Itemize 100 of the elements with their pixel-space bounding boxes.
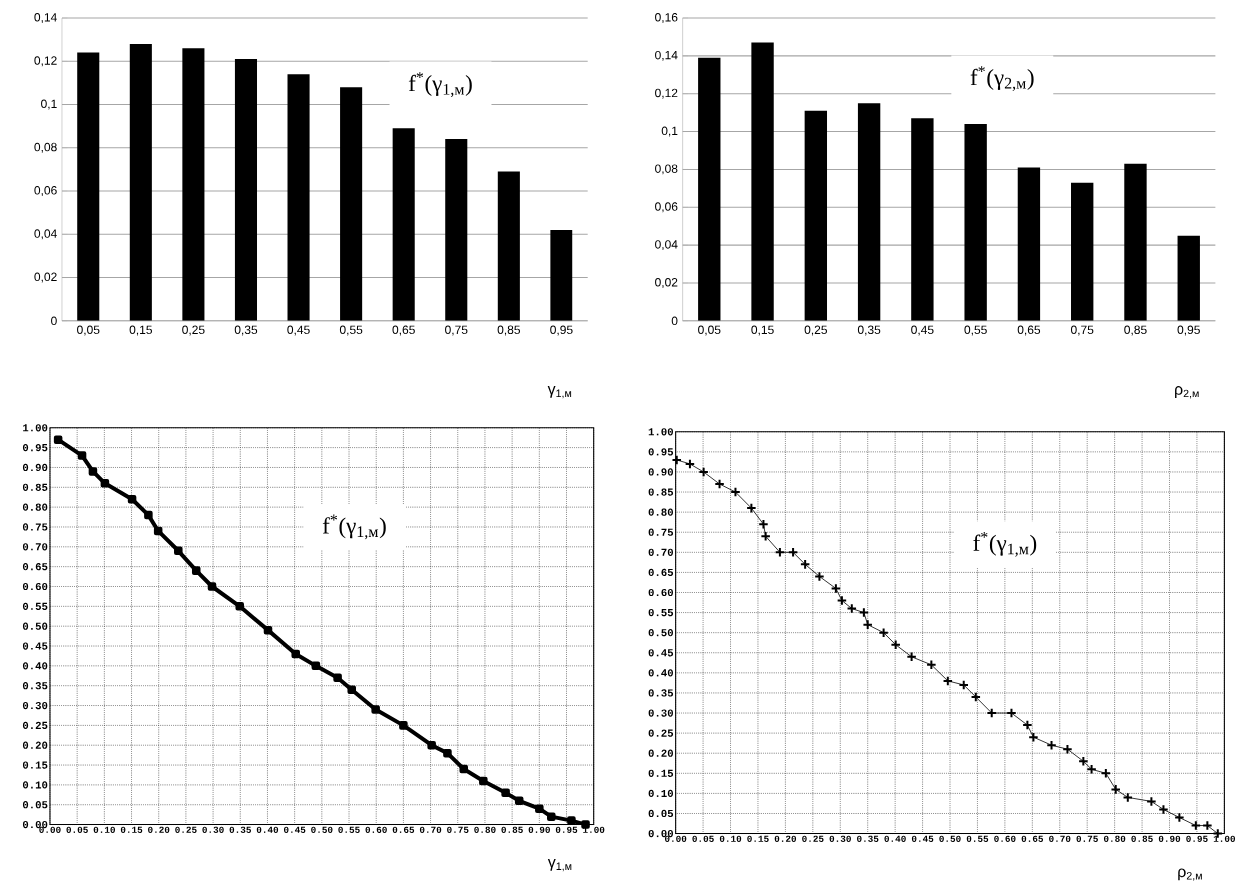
point <box>174 546 183 555</box>
y-tick-label: 0,1 <box>661 126 678 137</box>
bar <box>911 118 934 321</box>
bar <box>1017 167 1041 321</box>
x-tick-label: 0.10 <box>719 835 742 842</box>
y-tick-label: 0,1 <box>41 99 57 110</box>
x-tick-label: 0,55 <box>964 325 987 336</box>
point <box>311 661 321 671</box>
bar <box>1177 235 1200 321</box>
point <box>862 619 873 630</box>
annotation: f$^{*}$(γ$_{2,м}$) <box>970 66 1034 91</box>
y-tick-label: 0,08 <box>655 164 678 175</box>
x-tick-label: 0,35 <box>857 325 881 336</box>
y-tick-label: 0.65 <box>648 568 674 576</box>
x-tick-label: 0.95 <box>1186 835 1208 842</box>
y-tick-label: 0.85 <box>22 483 48 491</box>
x-tick-label: 0.45 <box>283 826 306 833</box>
point <box>514 796 524 805</box>
point <box>814 571 825 582</box>
x-tick-label: 0.90 <box>528 826 550 833</box>
point <box>100 478 110 488</box>
bar <box>445 139 468 321</box>
bar <box>550 229 573 321</box>
x-tick-label: 0.70 <box>1049 835 1071 842</box>
x-tick-label: 0.55 <box>966 835 989 842</box>
x-tick-label: 0,95 <box>1177 325 1200 336</box>
y-tick-label: 0.15 <box>22 761 48 769</box>
point <box>567 816 576 825</box>
point <box>207 582 217 591</box>
y-tick-label: 0,08 <box>34 142 57 153</box>
y-tick-label: 0.75 <box>22 523 48 531</box>
x-tick-label: 0.25 <box>175 826 197 833</box>
y-tick-label: 0.90 <box>22 463 48 471</box>
x-tick-label: 0.35 <box>857 835 879 842</box>
y-tick-label: 0.45 <box>648 649 674 657</box>
bar <box>392 128 415 321</box>
bar <box>182 48 205 321</box>
y-tick-label: 0,02 <box>655 277 678 288</box>
y-tick-label: 0.05 <box>648 809 674 817</box>
y-tick-label: 0,12 <box>655 88 678 99</box>
x-tick-label: 0.45 <box>911 835 934 842</box>
point <box>53 435 63 444</box>
point <box>127 494 137 504</box>
x-tick-label: 0.55 <box>338 826 360 833</box>
y-tick-label: 0,04 <box>655 240 678 250</box>
bar <box>129 43 152 321</box>
y-tick-label: 0,12 <box>34 56 57 67</box>
y-tick-label: 0.35 <box>648 689 674 697</box>
x-tick-label: 0,15 <box>129 325 152 336</box>
annotation: f$^{*}$(γ$_{1,м}$) <box>973 531 1037 557</box>
point <box>347 685 356 694</box>
y-tick-label: 0.85 <box>648 488 674 496</box>
y-tick-label: 0.90 <box>648 468 673 476</box>
x-tick-label: 0,45 <box>287 325 310 336</box>
annotation: f$^{*}$(γ$_{1,м}$) <box>408 72 472 97</box>
point <box>1174 812 1185 823</box>
x-tick-label: 0.20 <box>148 826 170 833</box>
point <box>1110 784 1121 795</box>
x-tick-label: 0,95 <box>550 325 573 336</box>
y-tick-label: 0.40 <box>22 662 48 670</box>
x-tick-label: 0,65 <box>1017 325 1041 336</box>
y-tick-label: 0.35 <box>22 681 48 690</box>
x-tick-label: 0.65 <box>392 826 415 833</box>
point <box>890 639 901 650</box>
bar <box>1071 182 1094 321</box>
bar <box>77 52 100 321</box>
x-tick-label: 0.70 <box>419 826 442 833</box>
point <box>371 705 380 714</box>
y-tick-label: 0.05 <box>22 801 48 809</box>
y-tick-label: 0.10 <box>648 789 673 797</box>
point <box>459 764 469 774</box>
point <box>427 740 436 750</box>
point <box>235 601 244 611</box>
point <box>547 812 556 821</box>
y-tick-label: 0.25 <box>648 729 674 737</box>
point <box>443 748 452 758</box>
annotation: f$^{*}$(γ$_{1,м}$) <box>322 514 386 540</box>
x-tick-label: 0.25 <box>802 835 824 842</box>
x-tick-label: 0.50 <box>939 835 961 842</box>
x-tick-label: 0,75 <box>1070 325 1094 336</box>
point <box>88 467 98 476</box>
x-tick-label: 0.40 <box>884 835 906 842</box>
y-tick-label: 0.40 <box>648 669 673 677</box>
y-tick-label: 0,16 <box>655 12 678 23</box>
x-axis-title: γ$_{1,м}$ <box>547 386 572 399</box>
x-tick-label: 0.60 <box>994 835 1016 842</box>
y-tick-label: 0.55 <box>648 608 674 617</box>
bar <box>804 110 828 321</box>
x-tick-label: 0,65 <box>392 325 415 336</box>
x-axis-title: γ$_{1,м}$ <box>547 858 572 872</box>
x-tick-label: 1.00 <box>583 826 605 833</box>
x-tick-label: 0.35 <box>229 826 251 833</box>
x-tick-label: 0,75 <box>445 325 468 336</box>
x-tick-label: 0,25 <box>182 325 205 336</box>
x-tick-label: 0.75 <box>1076 835 1098 842</box>
point <box>399 721 408 730</box>
point <box>263 625 273 635</box>
y-tick-label: 0,06 <box>34 185 57 196</box>
point <box>501 788 510 797</box>
y-tick-label: 0.80 <box>648 508 673 516</box>
